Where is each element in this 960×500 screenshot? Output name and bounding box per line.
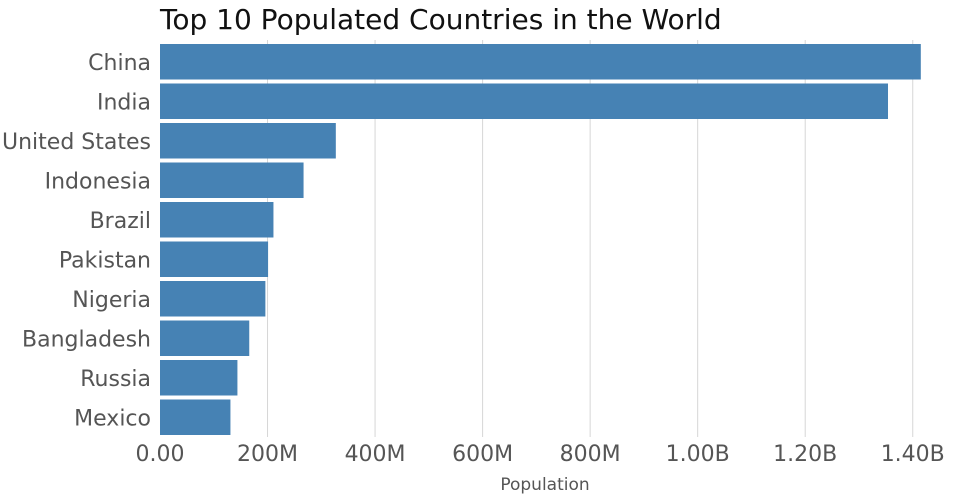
category-label: Indonesia <box>45 169 151 194</box>
chart-title: Top 10 Populated Countries in the World <box>159 3 722 36</box>
category-label: Pakistan <box>59 248 151 273</box>
x-tick-labels: 0.00 200M 400M 600M 800M 1.00B 1.20B 1.40B <box>136 442 945 467</box>
bar-united-states <box>160 123 336 159</box>
x-tick-label: 400M <box>345 442 406 467</box>
bars <box>160 44 921 435</box>
bar-pakistan <box>160 241 269 277</box>
bar-indonesia <box>160 162 304 198</box>
bar-india <box>160 83 889 119</box>
x-tick-label: 200M <box>237 442 298 467</box>
category-label: China <box>88 51 151 76</box>
x-tick-label: 0.00 <box>136 442 185 467</box>
category-label: Bangladesh <box>22 327 151 352</box>
category-label: Nigeria <box>72 288 151 313</box>
bar-brazil <box>160 202 274 238</box>
bar-russia <box>160 360 238 396</box>
category-label: Brazil <box>90 209 151 234</box>
bar-mexico <box>160 399 231 435</box>
x-tick-label: 1.40B <box>881 442 945 467</box>
bar-nigeria <box>160 281 266 317</box>
x-tick-label: 600M <box>452 442 513 467</box>
x-tick-label: 1.00B <box>666 442 730 467</box>
x-tick-label: 1.20B <box>773 442 837 467</box>
category-labels: China India United States Indonesia Brazil Pa… <box>2 51 151 432</box>
category-label: India <box>97 90 151 115</box>
category-label: Russia <box>80 367 151 392</box>
bar-china <box>160 44 921 80</box>
category-label: United States <box>2 130 151 155</box>
bar-bangladesh <box>160 320 250 356</box>
x-tick-label: 800M <box>560 442 621 467</box>
x-axis-title: Population <box>500 475 589 495</box>
category-label: Mexico <box>74 406 151 431</box>
